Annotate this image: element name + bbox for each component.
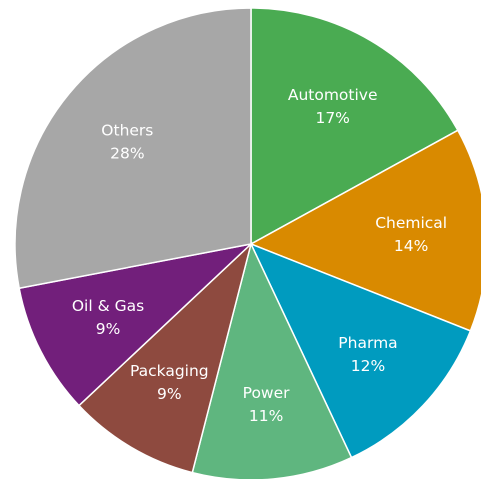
slice-label: Automotive: [288, 86, 378, 104]
pie-labels: Automotive 17% Chemical 14% Pharma 12% Power 11…: [72, 86, 447, 425]
pie-slice-packaging: [77, 241, 253, 474]
slice-value: 14%: [394, 237, 428, 255]
pie-slices: [14, 7, 481, 479]
slice-label: Oil & Gas: [72, 297, 144, 315]
slice-label: Pharma: [338, 334, 397, 352]
slice-label: Power: [243, 384, 290, 402]
pie-slice-automotive: [250, 7, 459, 246]
pie-slice-chemical: [249, 129, 481, 332]
slice-value: 11%: [249, 407, 283, 425]
slice-label: Chemical: [375, 214, 447, 232]
pie-slice-others: [14, 7, 252, 290]
slice-value: 9%: [157, 385, 182, 403]
slice-label: Others: [101, 122, 153, 140]
slice-value: 28%: [110, 145, 144, 163]
slice-label: Packaging: [130, 362, 209, 380]
slice-value: 17%: [315, 109, 349, 127]
slice-value: 9%: [96, 320, 121, 338]
pie-slice-pharma: [249, 242, 472, 459]
slice-value: 12%: [351, 357, 385, 375]
pie-slice-oil-gas: [18, 242, 254, 407]
